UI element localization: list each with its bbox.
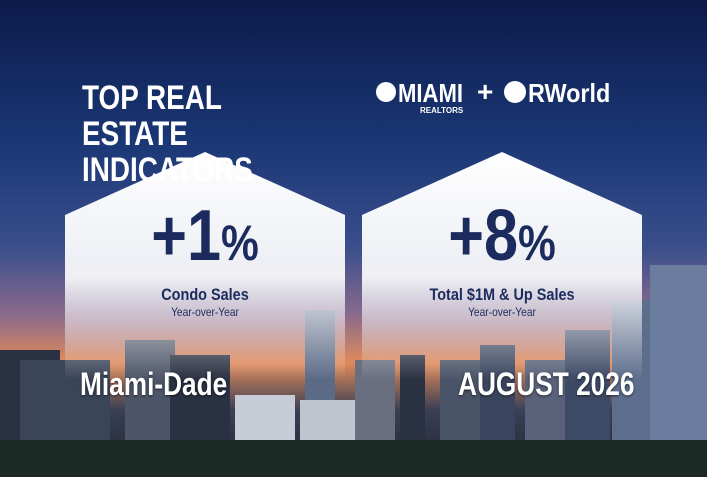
logo-text: RWorld <box>528 78 611 108</box>
stat-label: Condo Sales <box>161 285 249 304</box>
card-shape <box>65 152 345 380</box>
stat-value: +1% <box>86 200 324 279</box>
stat-value: +8% <box>383 200 621 279</box>
stat-label: Total $1M & Up Sales <box>429 285 575 304</box>
footer-text: AUGUST 2026 <box>458 366 635 402</box>
footer-text: Miami-Dade <box>80 366 228 402</box>
card: +1% Condo Sales Year-over-Year <box>65 200 345 319</box>
logo-icon <box>504 81 526 103</box>
logo-icon <box>376 82 396 102</box>
logo-joiner: + <box>477 76 494 107</box>
card: +8% Total $1M & Up Sales Year-over-Year <box>362 200 642 319</box>
stat-unit: % <box>220 215 259 271</box>
stat-number: +1 <box>151 196 221 276</box>
logo-subtext: REALTORS <box>420 106 464 115</box>
stat-number: +8 <box>448 196 518 276</box>
card-shape <box>362 152 642 380</box>
logo-text: MIAMI <box>398 78 464 108</box>
stat-sublabel: Year-over-Year <box>468 305 536 319</box>
stat-unit: % <box>517 215 556 271</box>
title: TOP REAL ESTATE INDICATORS <box>82 79 253 189</box>
stat-sublabel: Year-over-Year <box>171 305 239 319</box>
